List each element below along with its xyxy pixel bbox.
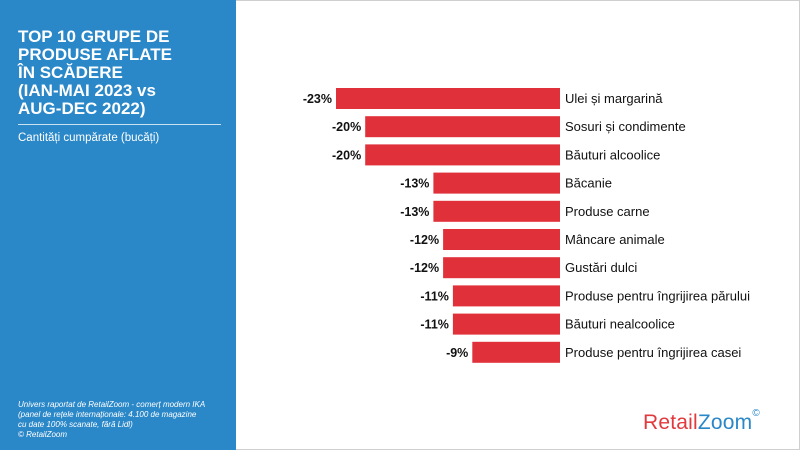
- data-label: -20%: [332, 148, 361, 162]
- side-panel: TOP 10 GRUPE DE PRODUSE AFLATE ÎN SCĂDER…: [0, 0, 236, 450]
- title-line: TOP 10 GRUPE DE: [18, 27, 170, 46]
- bar: [433, 200, 560, 222]
- bar: [365, 144, 560, 166]
- title-line: ÎN SCĂDERE: [18, 63, 123, 82]
- bar-chart: -23% Ulei și margarină -20% Sosuri și condi…: [303, 88, 750, 363]
- data-label: -13%: [400, 177, 429, 191]
- title-divider: [18, 124, 221, 125]
- category-label: Produse pentru îngrijirea părului: [565, 288, 750, 303]
- data-label: -9%: [446, 346, 468, 360]
- category-label: Băcanie: [565, 176, 612, 191]
- data-label: -13%: [400, 205, 429, 219]
- bar: [452, 313, 560, 335]
- category-label: Mâncare animale: [565, 232, 665, 247]
- data-label: -11%: [420, 318, 449, 332]
- category-label: Gustări dulci: [565, 260, 637, 275]
- data-label: -23%: [303, 92, 332, 106]
- data-label: -20%: [332, 120, 361, 134]
- data-label: -12%: [410, 233, 439, 247]
- data-label: -11%: [420, 289, 449, 303]
- bar: [443, 257, 560, 279]
- data-label: -12%: [410, 261, 439, 275]
- category-label: Sosuri și condimente: [565, 119, 686, 134]
- footnote-line: Univers raportat de RetailZoom - comerț …: [18, 400, 206, 409]
- bar: [365, 116, 560, 138]
- bar: [472, 341, 560, 363]
- retailzoom-logo: RetailZoom©: [643, 408, 760, 434]
- category-label: Băuturi nealcoolice: [565, 317, 675, 332]
- chart-subtitle: Cantități cumpărate (bucăți): [18, 132, 160, 144]
- bar: [336, 88, 560, 109]
- bar: [452, 285, 560, 307]
- footnote-line: (panel de rețele internaționale: 4.100 d…: [18, 410, 197, 419]
- footnote-line: cu date 100% scanate, fără Lidl): [18, 420, 133, 429]
- footnote-line: © RetailZoom: [18, 430, 68, 439]
- title-line: PRODUSE AFLATE: [18, 45, 172, 64]
- category-label: Produse carne: [565, 204, 650, 219]
- title-line: (IAN-MAI 2023 vs: [18, 81, 156, 100]
- category-label: Produse pentru îngrijirea casei: [565, 345, 741, 360]
- title-line: AUG-DEC 2022): [18, 99, 146, 118]
- source-footnote: Univers raportat de RetailZoom - comerț …: [18, 400, 228, 440]
- chart-title: TOP 10 GRUPE DE PRODUSE AFLATE ÎN SCĂDER…: [18, 28, 223, 118]
- bar: [433, 172, 560, 194]
- category-label: Băuturi alcoolice: [565, 147, 660, 162]
- category-label: Ulei și margarină: [565, 91, 663, 106]
- bar: [443, 229, 560, 250]
